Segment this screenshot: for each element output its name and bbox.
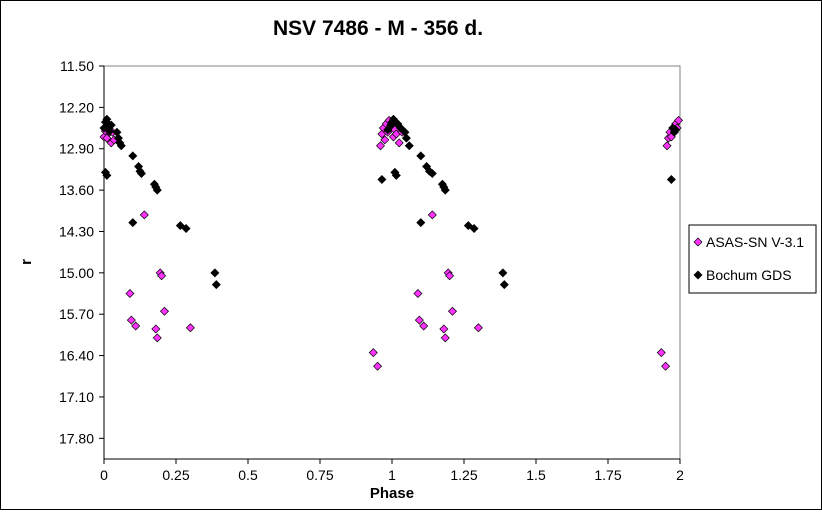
asas-sn-point [394,138,404,148]
asas-sn-point [414,315,424,325]
bochum-point [128,218,138,228]
asas-sn-point [131,321,141,331]
legend-box [688,224,817,294]
asas-sn-point [662,141,672,151]
x-tick-label: 2 [676,467,684,483]
bochum-point [671,125,681,135]
y-tick-label: 14.30 [59,223,94,239]
asas-sn-point [152,333,162,343]
y-tick-label: 12.20 [59,99,94,115]
x-tick-label: 1 [388,467,396,483]
bochum-point [181,224,191,234]
y-axis-title: r [18,259,35,265]
asas-sn-point [439,324,449,334]
bochum-point [499,280,509,290]
asas-sn-point [368,348,378,358]
legend-marker [693,270,703,280]
bochum-point [440,185,450,195]
y-tick-label: 15.00 [59,265,94,281]
bochum-point [388,114,398,124]
x-tick-label: 1.25 [450,467,477,483]
bochum-point [666,174,676,184]
asas-sn-point [419,321,429,331]
y-tick-label: 13.60 [59,182,94,198]
bochum-point [391,170,401,180]
asas-sn-point [380,135,390,145]
asas-sn-point [102,133,112,143]
x-tick-label: 0.5 [238,467,258,483]
legend-marker [693,237,703,247]
asas-sn-point [126,315,136,325]
bochum-point [152,185,162,195]
asas-sn-point [373,361,383,371]
bochum-point [211,280,221,290]
bochum-point [116,141,126,151]
bochum-point [210,268,220,278]
asas-sn-point [157,271,167,281]
asas-sn-point [125,289,135,299]
bochum-point [498,268,508,278]
chart-title: NSV 7486 - M - 356 d. [273,17,483,40]
data-points [99,114,684,371]
bochum-point [416,151,426,161]
legend-label: ASAS-SN V-3.1 [706,234,804,250]
legend-label: Bochum GDS [706,267,792,283]
bochum-point [136,169,146,179]
bochum-point [401,133,411,143]
y-tick-label: 17.80 [59,430,94,446]
y-tick-label: 11.50 [60,58,94,74]
y-axis: 11.50 12.20 12.90 13.60 14.30 15.00 15.70 16.40… [59,58,105,459]
asas-sn-point [139,210,149,220]
asas-sn-point [427,210,437,220]
bochum-point [463,221,473,231]
asas-sn-point [661,361,671,371]
bochum-point [175,221,185,231]
asas-sn-point [656,348,666,358]
asas-sn-point [445,271,455,281]
bochum-point [377,174,387,184]
asas-sn-point [151,324,161,334]
x-tick-label: 0.75 [306,467,333,483]
x-tick-label: 0.25 [162,467,189,483]
bochum-point [469,224,479,234]
asas-sn-point [447,306,457,316]
asas-sn-point [674,115,684,125]
x-axis: 0 0.25 0.5 0.75 1 1.25 1.5 1.75 2 [100,458,684,483]
x-tick-label: 1.75 [594,467,621,483]
asas-sn-point [185,323,195,333]
x-tick-label: 0 [100,467,108,483]
bochum-point [106,120,116,130]
legend: ASAS-SN V-3.1 Bochum GDS [688,224,817,294]
asas-sn-point [473,323,483,333]
bochum-point [102,170,112,180]
bochum-point [416,218,426,228]
y-tick-label: 12.90 [59,141,94,157]
bochum-point [404,141,414,151]
asas-sn-point [159,306,169,316]
y-tick-label: 16.40 [59,348,94,364]
plot-area [103,65,681,460]
bochum-point [128,151,138,161]
asas-sn-point [413,289,423,299]
x-tick-label: 1.5 [526,467,546,483]
bochum-point [427,169,437,179]
asas-sn-point [440,333,450,343]
y-tick-label: 17.10 [59,389,94,405]
x-axis-title: Phase [370,485,414,502]
asas-sn-point [375,141,385,151]
y-tick-label: 15.70 [59,306,94,322]
